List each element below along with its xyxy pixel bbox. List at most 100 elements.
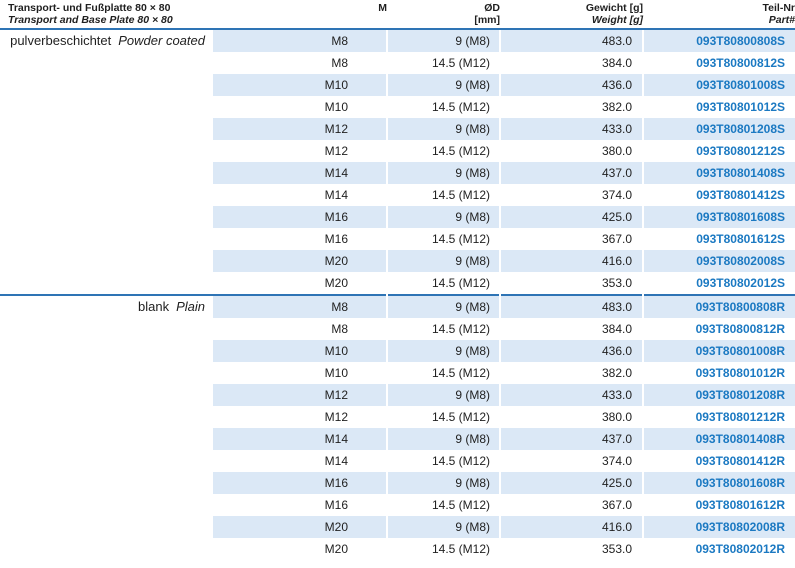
weight-cell: 433.0 (499, 118, 643, 140)
section-label-de: pulverbeschichtet (10, 33, 112, 48)
table-row: M20 9 (M8) 416.0 093T80802008S (0, 250, 795, 272)
hole-diameter-cell: 14.5 (M12) (386, 184, 500, 206)
weight-cell: 374.0 (499, 450, 643, 472)
part-number-link[interactable]: 093T80801608S (642, 206, 795, 228)
hole-diameter-cell: 14.5 (M12) (386, 52, 500, 74)
thread-size-cell: M8 (213, 294, 387, 318)
thread-size-cell: M14 (213, 162, 387, 184)
table-row: pulverbeschichtet Powder coated M8 9 (M8) 48… (0, 29, 795, 52)
weight-cell: 384.0 (499, 318, 643, 340)
part-number-link[interactable]: 093T80800812R (642, 318, 795, 340)
hole-diameter-cell: 9 (M8) (386, 250, 500, 272)
section-label-cell (0, 494, 213, 516)
part-number-link[interactable]: 093T80801212R (642, 406, 795, 428)
part-number-link[interactable]: 093T80800812S (642, 52, 795, 74)
weight-cell: 436.0 (499, 74, 643, 96)
weight-cell: 382.0 (499, 362, 643, 384)
part-number-link[interactable]: 093T80801612S (642, 228, 795, 250)
thread-size-cell: M12 (324, 410, 348, 424)
section-label-cell (0, 52, 213, 74)
part-number-link[interactable]: 093T80801612R (642, 494, 795, 516)
part-number-link[interactable]: 093T80801408S (642, 162, 795, 184)
hole-diameter-cell: 14.5 (M12) (386, 538, 500, 560)
header-row: Transport- und Fußplatte 80 × 80 Transpo… (0, 0, 795, 30)
hole-diameter-cell: 14.5 (M12) (386, 140, 500, 162)
column-header-od-line2: [mm] (474, 13, 500, 26)
table-row: M16 14.5 (M12) 367.0 093T80801612R (0, 494, 795, 516)
thread-size-cell: M8 (331, 322, 348, 336)
section-label-cell (0, 184, 213, 206)
hole-diameter-cell: 9 (M8) (386, 340, 500, 362)
thread-size-cell: M20 (324, 276, 348, 290)
part-number-link[interactable]: 093T80801412R (642, 450, 795, 472)
section-label-cell (0, 450, 213, 472)
weight-cell: 353.0 (499, 272, 643, 295)
hole-diameter-cell: 14.5 (M12) (386, 272, 500, 295)
part-number-link[interactable]: 093T80801208R (642, 384, 795, 406)
hole-diameter-cell: 9 (M8) (386, 472, 500, 494)
section-label-cell (0, 362, 213, 384)
weight-cell: 382.0 (499, 96, 643, 118)
table-row: blank Plain M8 9 (M8) 483.0 093T80800808R (0, 294, 795, 318)
table-row: M10 14.5 (M12) 382.0 093T80801012S (0, 96, 795, 118)
column-header-weight-line1: Gewicht [g] (585, 2, 643, 14)
section-label-cell (0, 74, 213, 96)
section-label-cell (0, 538, 213, 560)
weight-cell: 425.0 (499, 206, 643, 228)
column-header-od: ØD [mm] (387, 0, 500, 30)
weight-cell: 437.0 (499, 428, 643, 450)
table-row: M16 14.5 (M12) 367.0 093T80801612S (0, 228, 795, 250)
section-label-cell (0, 140, 213, 162)
section-label-cell (0, 406, 213, 428)
table-title-en: Transport and Base Plate 80 × 80 (8, 13, 173, 26)
section-label-cell (0, 96, 213, 118)
hole-diameter-cell: 14.5 (M12) (386, 228, 500, 250)
part-number-link[interactable]: 093T80801008R (642, 340, 795, 362)
part-number-link[interactable]: 093T80801012S (642, 96, 795, 118)
part-number-link[interactable]: 093T80800808R (642, 294, 795, 318)
part-number-link[interactable]: 093T80801608R (642, 472, 795, 494)
thread-size-cell: M20 (213, 250, 387, 272)
part-number-link[interactable]: 093T80802012S (642, 272, 795, 295)
part-number-link[interactable]: 093T80801412S (642, 184, 795, 206)
weight-cell: 437.0 (499, 162, 643, 184)
part-number-link[interactable]: 093T80801012R (642, 362, 795, 384)
weight-cell: 380.0 (499, 406, 643, 428)
thread-size-cell: M10 (213, 340, 387, 362)
part-number-link[interactable]: 093T80801212S (642, 140, 795, 162)
thread-size-cell: M14 (324, 188, 348, 202)
section-label-cell: blank Plain (0, 294, 213, 318)
part-number-link[interactable]: 093T80801408R (642, 428, 795, 450)
hole-diameter-cell: 9 (M8) (386, 162, 500, 184)
part-number-link[interactable]: 093T80802008S (642, 250, 795, 272)
table-title: Transport- und Fußplatte 80 × 80 Transpo… (0, 0, 213, 30)
hole-diameter-cell: 9 (M8) (386, 118, 500, 140)
weight-cell: 367.0 (499, 494, 643, 516)
hole-diameter-cell: 9 (M8) (386, 206, 500, 228)
hole-diameter-cell: 14.5 (M12) (386, 494, 500, 516)
hole-diameter-cell: 9 (M8) (386, 74, 500, 96)
table-row: M16 9 (M8) 425.0 093T80801608S (0, 206, 795, 228)
section-label-cell (0, 516, 213, 538)
table-row: M14 14.5 (M12) 374.0 093T80801412R (0, 450, 795, 472)
thread-size-cell: M14 (324, 454, 348, 468)
thread-size-cell: M16 (324, 498, 348, 512)
part-number-link[interactable]: 093T80802012R (642, 538, 795, 560)
section-label-cell (0, 318, 213, 340)
thread-size-cell: M12 (213, 118, 387, 140)
section-label-cell: pulverbeschichtet Powder coated (0, 29, 213, 52)
part-number-link[interactable]: 093T80801008S (642, 74, 795, 96)
section-label-en: Plain (176, 299, 205, 314)
weight-cell: 384.0 (499, 52, 643, 74)
part-number-link[interactable]: 093T80802008R (642, 516, 795, 538)
part-number-link[interactable]: 093T80801208S (642, 118, 795, 140)
part-number-link[interactable]: 093T80800808S (642, 29, 795, 52)
weight-cell: 425.0 (499, 472, 643, 494)
thread-size-cell: M8 (213, 29, 387, 52)
section-label-cell (0, 384, 213, 406)
section-label-cell (0, 206, 213, 228)
table-row: M12 14.5 (M12) 380.0 093T80801212S (0, 140, 795, 162)
weight-cell: 416.0 (499, 516, 643, 538)
column-header-m: M (213, 0, 387, 30)
